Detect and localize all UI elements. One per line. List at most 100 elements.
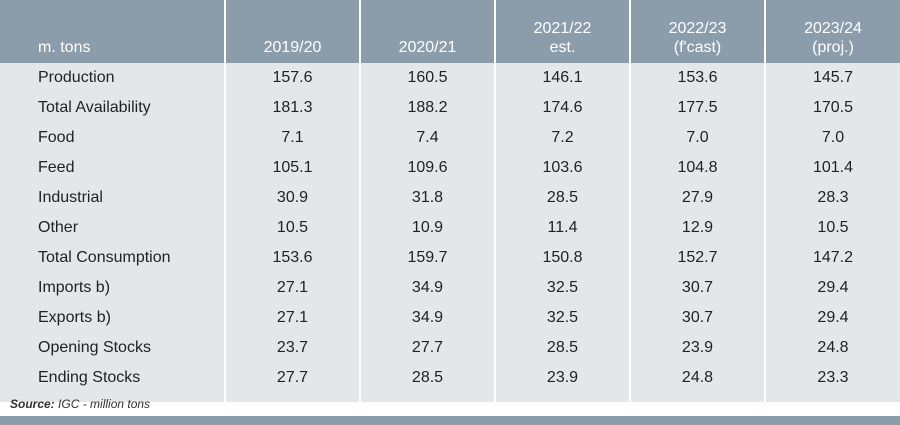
value-cell: 28.5: [359, 363, 495, 402]
source-text: IGC - million tons: [58, 397, 151, 411]
value-cell: 157.6: [224, 63, 360, 93]
table-row: Imports b) 27.1 34.9 32.5 30.7 29.4: [0, 273, 900, 303]
value-cell: 34.9: [359, 273, 495, 303]
row-label: Food: [0, 123, 225, 153]
value-cell: 7.0: [629, 123, 765, 153]
value-cell: 109.6: [359, 153, 495, 183]
value-cell: 29.4: [764, 303, 900, 333]
source-label: Source:: [10, 397, 55, 411]
table-row: Feed 105.1 109.6 103.6 104.8 101.4: [0, 153, 900, 183]
value-cell: 7.4: [359, 123, 495, 153]
row-label: Ending Stocks: [0, 363, 225, 402]
value-cell: 150.8: [494, 243, 630, 273]
value-cell: 153.6: [629, 63, 765, 93]
header-cell: 2023/24 (proj.): [764, 0, 900, 63]
header-cell: 2021/22 est.: [494, 0, 630, 63]
header-row: m. tons 2019/20 2020/21 2021/22 est. 2022/23 (…: [0, 0, 900, 63]
value-cell: 10.5: [764, 213, 900, 243]
value-cell: 146.1: [494, 63, 630, 93]
value-cell: 24.8: [629, 363, 765, 402]
value-cell: 153.6: [224, 243, 360, 273]
value-cell: 32.5: [494, 303, 630, 333]
table-row: Production 157.6 160.5 146.1 153.6 145.7: [0, 63, 900, 93]
value-cell: 34.9: [359, 303, 495, 333]
table-row: Total Availability 181.3 188.2 174.6 177.5 17…: [0, 93, 900, 123]
header-text: 2023/24: [804, 20, 862, 37]
value-cell: 23.9: [494, 363, 630, 402]
value-cell: 147.2: [764, 243, 900, 273]
value-cell: 31.8: [359, 183, 495, 213]
table-row: Industrial 30.9 31.8 28.5 27.9 28.3: [0, 183, 900, 213]
value-cell: 159.7: [359, 243, 495, 273]
value-cell: 28.5: [494, 183, 630, 213]
value-cell: 23.9: [629, 333, 765, 363]
header-cell: 2020/21: [359, 0, 495, 63]
value-cell: 12.9: [629, 213, 765, 243]
value-cell: 28.3: [764, 183, 900, 213]
value-cell: 29.4: [764, 273, 900, 303]
value-cell: 24.8: [764, 333, 900, 363]
value-cell: 30.7: [629, 273, 765, 303]
value-cell: 181.3: [224, 93, 360, 123]
value-cell: 23.7: [224, 333, 360, 363]
value-cell: 160.5: [359, 63, 495, 93]
footer-bar: [0, 416, 900, 425]
value-cell: 105.1: [224, 153, 360, 183]
header-text: 2021/22: [533, 20, 592, 37]
value-cell: 23.3: [764, 363, 900, 402]
header-text: 2020/21: [398, 39, 457, 56]
value-cell: 27.1: [224, 273, 360, 303]
value-cell: 10.9: [359, 213, 495, 243]
value-cell: 27.1: [224, 303, 360, 333]
value-cell: 27.7: [359, 333, 495, 363]
table-row: Opening Stocks 23.7 27.7 28.5 23.9 24.8: [0, 333, 900, 363]
value-cell: 101.4: [764, 153, 900, 183]
value-cell: 27.9: [629, 183, 765, 213]
header-text: (proj.): [812, 39, 854, 56]
value-cell: 7.2: [494, 123, 630, 153]
table-row: Exports b) 27.1 34.9 32.5 30.7 29.4: [0, 303, 900, 333]
value-cell: 170.5: [764, 93, 900, 123]
header-text: 2019/20: [263, 39, 322, 56]
row-label: Opening Stocks: [0, 333, 225, 363]
header-cell: 2019/20: [224, 0, 360, 63]
data-table: m. tons 2019/20 2020/21 2021/22 est. 2022/23 (…: [0, 0, 900, 402]
value-cell: 152.7: [629, 243, 765, 273]
value-cell: 145.7: [764, 63, 900, 93]
row-label: Other: [0, 213, 225, 243]
table-row: Food 7.1 7.4 7.2 7.0 7.0: [0, 123, 900, 153]
value-cell: 32.5: [494, 273, 630, 303]
value-cell: 188.2: [359, 93, 495, 123]
value-cell: 7.1: [224, 123, 360, 153]
table-body: Production 157.6 160.5 146.1 153.6 145.7 Total…: [0, 63, 900, 402]
value-cell: 30.7: [629, 303, 765, 333]
row-label: Production: [0, 63, 225, 93]
value-cell: 11.4: [494, 213, 630, 243]
row-label: Industrial: [0, 183, 225, 213]
value-cell: 10.5: [224, 213, 360, 243]
row-label: Total Availability: [0, 93, 225, 123]
table-row: Ending Stocks 27.7 28.5 23.9 24.8 23.3: [0, 363, 900, 402]
row-label: Imports b): [0, 273, 225, 303]
header-cell: m. tons: [0, 0, 225, 63]
source-note: Source: IGC - million tons: [10, 397, 150, 411]
value-cell: 7.0: [764, 123, 900, 153]
row-label: Total Consumption: [0, 243, 225, 273]
row-label: Feed: [0, 153, 225, 183]
table-row: Total Consumption 153.6 159.7 150.8 152.7 147…: [0, 243, 900, 273]
header-cell: 2022/23 (f'cast): [629, 0, 765, 63]
value-cell: 177.5: [629, 93, 765, 123]
header-text: (f'cast): [673, 39, 722, 56]
header-text: 2022/23: [668, 20, 727, 37]
value-cell: 104.8: [629, 153, 765, 183]
header-text: m. tons: [38, 39, 91, 56]
header-text: est.: [549, 39, 576, 56]
table-row: Other 10.5 10.9 11.4 12.9 10.5: [0, 213, 900, 243]
value-cell: 103.6: [494, 153, 630, 183]
value-cell: 27.7: [224, 363, 360, 402]
value-cell: 28.5: [494, 333, 630, 363]
row-label: Exports b): [0, 303, 225, 333]
value-cell: 30.9: [224, 183, 360, 213]
value-cell: 174.6: [494, 93, 630, 123]
